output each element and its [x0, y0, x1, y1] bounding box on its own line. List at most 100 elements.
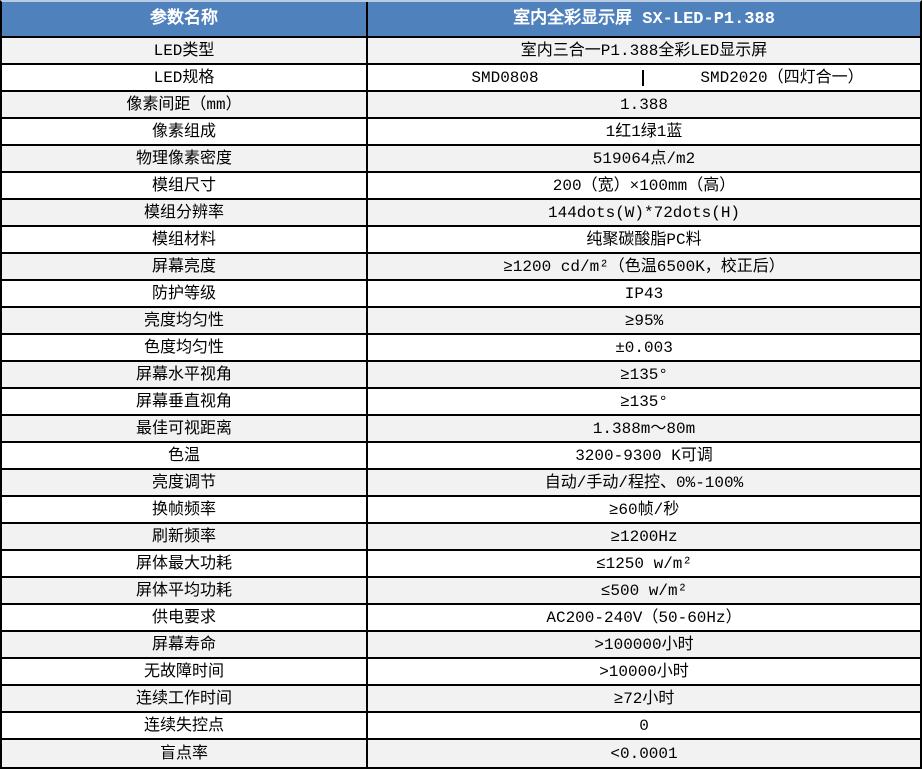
- param-label: 刷新频率: [2, 524, 368, 549]
- param-value-sub: SMD0808: [368, 69, 644, 86]
- table-row: 防护等级 IP43: [2, 281, 920, 308]
- param-value: 144dots(W)*72dots(H): [547, 203, 741, 222]
- param-value-cell: 1.388m～80m: [368, 416, 920, 441]
- param-label: 色度均匀性: [2, 335, 368, 360]
- param-label: 最佳可视距离: [2, 416, 368, 441]
- table-row: 色温 3200-9300 K可调: [2, 443, 920, 470]
- param-value: 1.388m～80m: [592, 419, 696, 438]
- param-value: ≤500 w/m²: [600, 581, 688, 600]
- param-value: >10000小时: [599, 662, 689, 681]
- param-value-cell: 0: [368, 713, 920, 738]
- param-value: ≥1200Hz: [610, 527, 678, 546]
- table-row: 模组材料 纯聚碳酸脂PC料: [2, 227, 920, 254]
- param-value-cell: >100000小时: [368, 632, 920, 657]
- table-row: 无故障时间 >10000小时: [2, 659, 920, 686]
- param-label: 防护等级: [2, 281, 368, 306]
- param-value-cell: 1红1绿1蓝: [368, 119, 920, 144]
- param-label: 屏幕寿命: [2, 632, 368, 657]
- param-value: 200（宽）×100mm（高）: [552, 176, 736, 195]
- table-header-row: 参数名称 室内全彩显示屏 SX-LED-P1.388: [2, 2, 920, 38]
- param-label: LED类型: [2, 38, 368, 63]
- table-row: 色度均匀性 ±0.003: [2, 335, 920, 362]
- param-label: 色温: [2, 443, 368, 468]
- param-value-cell: ≤500 w/m²: [368, 578, 920, 603]
- param-value: ≥1200 cd/m²（色温6500K，校正后）: [503, 257, 785, 276]
- param-value-cell: ±0.003: [368, 335, 920, 360]
- param-label: 屏体平均功耗: [2, 578, 368, 603]
- param-value: AC200-240V（50-60Hz）: [546, 608, 742, 627]
- table-row: 屏幕水平视角 ≥135°: [2, 362, 920, 389]
- param-label: 屏幕亮度: [2, 254, 368, 279]
- param-value-sub: SMD2020（四灯合一）: [700, 68, 864, 87]
- param-label: 屏幕水平视角: [2, 362, 368, 387]
- table-row: 换帧频率 ≥60帧/秒: [2, 497, 920, 524]
- table-row: 屏幕寿命 >100000小时: [2, 632, 920, 659]
- param-label: 屏体最大功耗: [2, 551, 368, 576]
- param-value-cell: ≤1250 w/m²: [368, 551, 920, 576]
- param-value: >100000小时: [594, 635, 694, 654]
- table-row: 屏体平均功耗 ≤500 w/m²: [2, 578, 920, 605]
- param-label: 盲点率: [2, 740, 368, 767]
- param-value-cell: 自动/手动/程控、0%-100%: [368, 470, 920, 495]
- param-value: ±0.003: [615, 338, 673, 357]
- param-label: 屏幕垂直视角: [2, 389, 368, 414]
- table-row: 刷新频率 ≥1200Hz: [2, 524, 920, 551]
- param-value-cell: ≥95%: [368, 308, 920, 333]
- param-value: IP43: [624, 284, 664, 303]
- param-value: 519064点/m2: [592, 149, 696, 168]
- table-body: LED类型 室内三合一P1.388全彩LED显示屏 LED规格 SMD0808 SMD2…: [2, 38, 920, 767]
- param-value-cell: ≥72小时: [368, 686, 920, 711]
- param-label: 连续失控点: [2, 713, 368, 738]
- param-value: ≥72小时: [613, 689, 675, 708]
- param-label: 连续工作时间: [2, 686, 368, 711]
- table-row: 屏幕垂直视角 ≥135°: [2, 389, 920, 416]
- param-value-cell: 纯聚碳酸脂PC料: [368, 227, 920, 252]
- param-label: 亮度均匀性: [2, 308, 368, 333]
- table-row: 连续失控点 0: [2, 713, 920, 740]
- param-label: 模组材料: [2, 227, 368, 252]
- param-value: ≥95%: [624, 311, 664, 330]
- param-value-cell: ≥1200 cd/m²（色温6500K，校正后）: [368, 254, 920, 279]
- param-value: ≥135°: [619, 392, 668, 411]
- param-label: 无故障时间: [2, 659, 368, 684]
- param-value-cell: ≥1200Hz: [368, 524, 920, 549]
- param-value-cell: <0.0001: [368, 740, 920, 767]
- param-value-cell: 200（宽）×100mm（高）: [368, 173, 920, 198]
- param-label: 供电要求: [2, 605, 368, 630]
- table-row: LED规格 SMD0808 SMD2020（四灯合一）: [2, 65, 920, 92]
- table-row: 亮度调节 自动/手动/程控、0%-100%: [2, 470, 920, 497]
- param-value: ≤1250 w/m²: [595, 554, 692, 573]
- header-param-name: 参数名称: [2, 2, 368, 36]
- param-value: 室内三合一P1.388全彩LED显示屏: [520, 41, 768, 60]
- param-value: 1红1绿1蓝: [605, 122, 683, 141]
- table-row: 连续工作时间 ≥72小时: [2, 686, 920, 713]
- param-value: <0.0001: [610, 744, 678, 763]
- param-value-cell: SMD0808 SMD2020（四灯合一）: [368, 65, 920, 90]
- table-row: LED类型 室内三合一P1.388全彩LED显示屏: [2, 38, 920, 65]
- param-value: 1.388: [619, 95, 668, 114]
- header-product-name: 室内全彩显示屏 SX-LED-P1.388: [513, 9, 775, 29]
- param-label: 像素组成: [2, 119, 368, 144]
- param-value-cell: 室内三合一P1.388全彩LED显示屏: [368, 38, 920, 63]
- param-value-cell: 144dots(W)*72dots(H): [368, 200, 920, 225]
- param-value: 0: [639, 716, 649, 735]
- param-label: 物理像素密度: [2, 146, 368, 171]
- param-value-cell: >10000小时: [368, 659, 920, 684]
- param-label: 模组分辨率: [2, 200, 368, 225]
- param-value: ≥135°: [619, 365, 668, 384]
- table-row: 最佳可视距离 1.388m～80m: [2, 416, 920, 443]
- param-value-cell: ≥60帧/秒: [368, 497, 920, 522]
- param-value-cell: 3200-9300 K可调: [368, 443, 920, 468]
- table-row: 模组尺寸 200（宽）×100mm（高）: [2, 173, 920, 200]
- table-row: 物理像素密度 519064点/m2: [2, 146, 920, 173]
- param-value-cell: ≥135°: [368, 362, 920, 387]
- param-value-cell: ≥135°: [368, 389, 920, 414]
- param-label: 亮度调节: [2, 470, 368, 495]
- param-value: 3200-9300 K可调: [575, 446, 713, 465]
- param-label: 像素间距（mm）: [2, 92, 368, 117]
- param-label: LED规格: [2, 65, 368, 90]
- table-row: 供电要求 AC200-240V（50-60Hz）: [2, 605, 920, 632]
- table-row: 像素间距（mm） 1.388: [2, 92, 920, 119]
- table-row: 亮度均匀性 ≥95%: [2, 308, 920, 335]
